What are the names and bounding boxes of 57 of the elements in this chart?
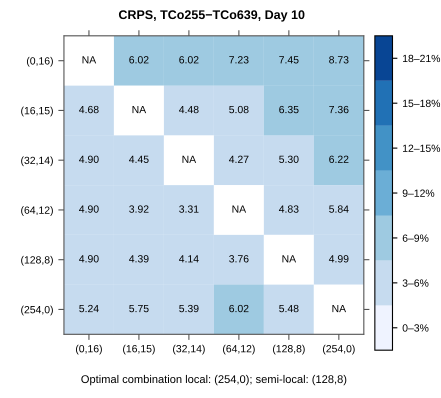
color-bar-label: 12–15% xyxy=(403,144,440,152)
data-label: 6.02 xyxy=(129,56,149,64)
x-tick-label: (254,0) xyxy=(322,344,355,354)
data-label: 5.30 xyxy=(279,156,299,163)
data-label: 6.02 xyxy=(179,56,199,64)
y-tick-label: (32,14) xyxy=(21,156,53,166)
text: NA xyxy=(232,205,246,213)
x-tick-label: (32,14) xyxy=(173,344,205,354)
y-tick-label: (64,12) xyxy=(21,206,53,216)
data-label: 7.23 xyxy=(229,56,249,64)
data-label: 5.48 xyxy=(279,304,299,312)
y-tick-label: (0,16) xyxy=(26,56,53,67)
data-label: 4.27 xyxy=(228,156,248,163)
data-label: 4.90 xyxy=(79,205,99,213)
data-label: 4.48 xyxy=(179,106,199,114)
y-tick-label: (16,15) xyxy=(21,106,53,116)
data-label: 4.14 xyxy=(179,255,199,262)
data-label: 5.39 xyxy=(179,304,199,312)
data-label: 3.31 xyxy=(179,205,199,213)
data-label: 5.08 xyxy=(229,106,249,114)
data-label: 6.35 xyxy=(279,106,299,114)
text: NA xyxy=(182,156,196,163)
data-label: 8.73 xyxy=(329,56,349,64)
data-label: 4.68 xyxy=(79,106,99,114)
color-bar-label: 15–18% xyxy=(403,100,440,108)
color-bar-label: 0–3% xyxy=(402,324,428,332)
x-tick-label: (128,8) xyxy=(273,344,305,354)
text: NA xyxy=(282,255,296,262)
data-label: 3.76 xyxy=(229,255,249,262)
text: NA xyxy=(332,304,346,312)
data-label: 7.45 xyxy=(279,56,299,64)
color-bar-label: 9–12% xyxy=(402,190,434,197)
x-tick-label: (16,15) xyxy=(123,344,155,354)
data-label: 4.83 xyxy=(278,205,299,213)
data-label: 6.22 xyxy=(329,156,348,163)
data-label: 7.36 xyxy=(329,106,349,114)
data-label: 6.02 xyxy=(229,304,248,312)
data-label: 5.24 xyxy=(79,304,99,312)
text: NA xyxy=(82,56,96,64)
color-bar-label: 18–21% xyxy=(403,54,440,62)
data-label: 4.90 xyxy=(79,156,99,163)
data-label: 4.45 xyxy=(129,156,149,163)
chart-title: CRPS, TCo255−TCo639, Day 10 xyxy=(118,10,304,22)
data-label: 4.99 xyxy=(328,255,348,262)
text: NA xyxy=(132,106,146,114)
data-label: 5.84 xyxy=(329,205,349,213)
x-tick-label: (0,16) xyxy=(76,344,102,354)
data-label: 4.90 xyxy=(79,255,99,262)
data-label: 4.39 xyxy=(129,255,149,262)
data-label: 5.75 xyxy=(129,304,149,312)
text: Optimal combination local: (254,0); semi-local: (128,8) xyxy=(81,374,346,386)
y-tick-label: (254,0) xyxy=(21,306,53,316)
color-bar-label: 3–6% xyxy=(402,279,428,287)
y-tick-label: (128,8) xyxy=(21,256,53,266)
x-tick-label: (64,12) xyxy=(223,344,255,354)
color-bar-label: 6–9% xyxy=(402,234,428,242)
data-label: 3.92 xyxy=(129,205,149,213)
